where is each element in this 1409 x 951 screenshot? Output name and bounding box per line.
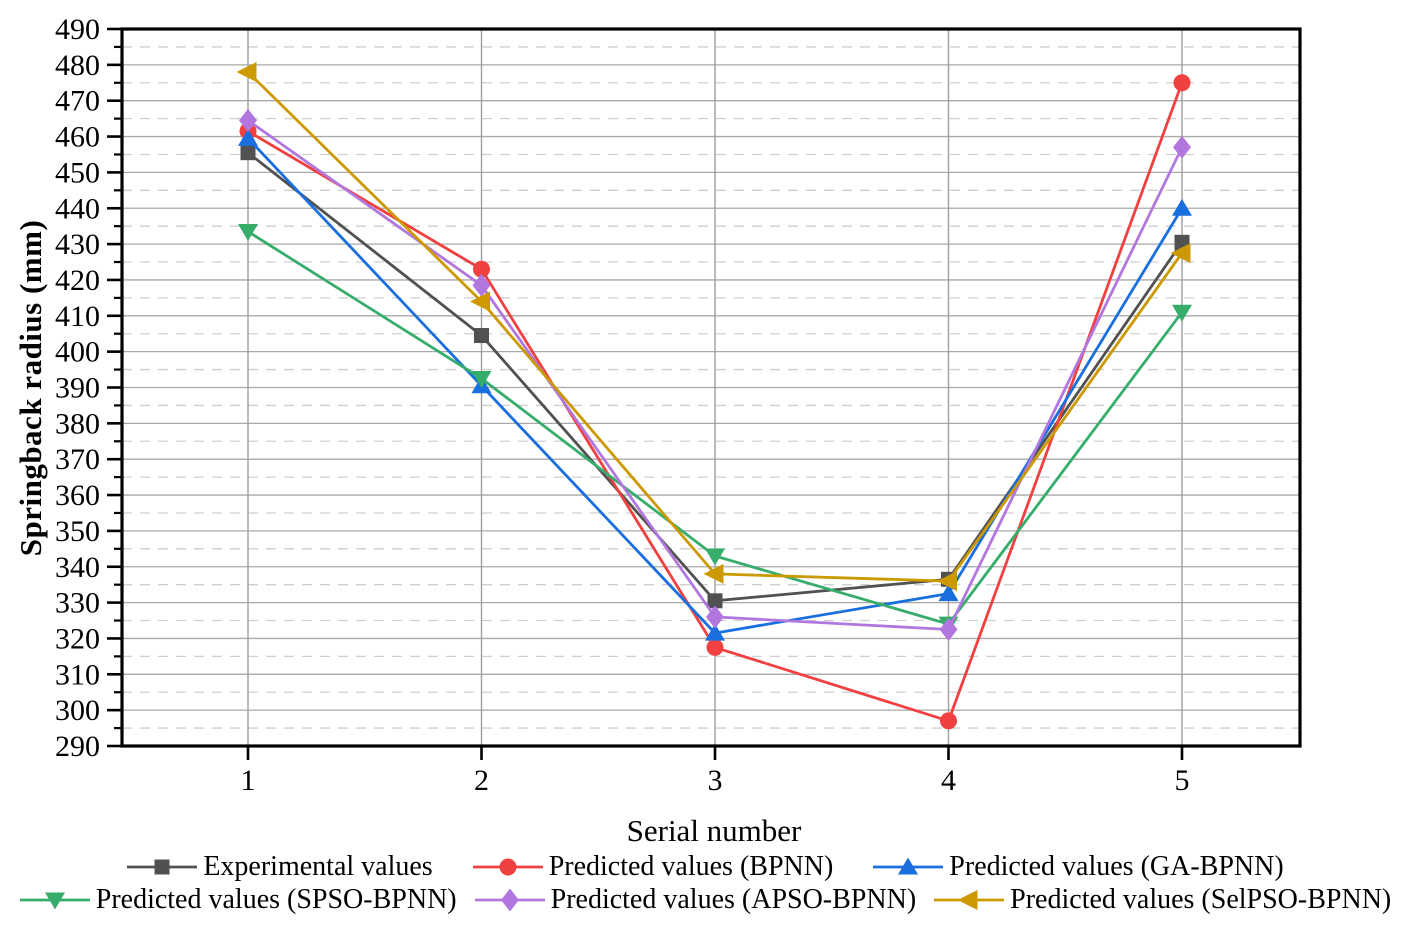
legend-square-marker-icon bbox=[127, 859, 198, 875]
series-marker-triangle-up bbox=[898, 857, 919, 875]
series-marker-triangle-up bbox=[938, 584, 959, 602]
series-marker-triangle-left bbox=[703, 563, 724, 584]
series-marker-diamond bbox=[239, 108, 257, 132]
legend-triangle-left-marker-icon bbox=[934, 890, 1005, 910]
y-tick-label: 490 bbox=[55, 13, 100, 46]
series-marker-diamond bbox=[706, 605, 724, 629]
x-tick-label: 1 bbox=[241, 764, 256, 797]
y-tick-label: 470 bbox=[55, 85, 100, 118]
series-marker-circle bbox=[1173, 74, 1191, 92]
legend-row-1: Experimental values Predicted values (BP… bbox=[125, 851, 1284, 883]
y-tick-label: 360 bbox=[55, 479, 100, 512]
y-tick-label: 390 bbox=[55, 372, 100, 405]
series-marker-diamond bbox=[472, 273, 491, 297]
series-marker-circle bbox=[473, 260, 490, 278]
y-tick-label: 440 bbox=[55, 192, 100, 225]
series-marker-triangle-up bbox=[705, 623, 725, 641]
legend-circle-marker-icon bbox=[472, 858, 543, 876]
legend-diamond-marker-icon bbox=[474, 888, 545, 912]
series-marker-triangle-down bbox=[471, 371, 492, 389]
y-tick-label: 400 bbox=[55, 336, 100, 369]
legend-item-spso-bpnn: Predicted values (SPSO-BPNN) bbox=[18, 884, 457, 916]
legend-label-experimental: Experimental values bbox=[203, 851, 433, 882]
legend-label-selpso-bpnn: Predicted values (SelPSO-BPNN) bbox=[1010, 884, 1392, 915]
legend-item-selpso-bpnn: Predicted values (SelPSO-BPNN) bbox=[932, 884, 1391, 916]
series-marker-triangle-left bbox=[1170, 243, 1191, 264]
y-tick-label: 300 bbox=[55, 694, 100, 727]
series-marker-triangle-up bbox=[238, 128, 258, 146]
x-tick-label: 4 bbox=[941, 764, 956, 797]
y-tick-label: 420 bbox=[55, 264, 100, 297]
y-tick-label: 410 bbox=[55, 300, 100, 333]
y-tick-label: 460 bbox=[55, 121, 100, 154]
series-marker-square bbox=[707, 593, 723, 609]
series-marker-triangle-down bbox=[44, 892, 65, 910]
y-tick-label: 320 bbox=[55, 622, 100, 655]
legend-row-2: Predicted values (SPSO-BPNN) Predicted v… bbox=[18, 884, 1391, 916]
y-tick-label: 350 bbox=[55, 515, 100, 548]
y-tick-label: 340 bbox=[55, 551, 100, 584]
series-predicted-values-spso-bpnn- bbox=[238, 224, 1192, 634]
y-axis-title: Springback radius (mm) bbox=[13, 219, 48, 557]
series-marker-triangle-down bbox=[238, 224, 258, 242]
plot-border bbox=[120, 27, 1302, 748]
legend-label-spso-bpnn: Predicted values (SPSO-BPNN) bbox=[95, 884, 457, 915]
y-tick-label: 370 bbox=[55, 443, 100, 476]
series-marker-diamond bbox=[500, 888, 519, 912]
legend-label-bpnn: Predicted values (BPNN) bbox=[548, 851, 834, 882]
legend-label-ga-bpnn: Predicted values (GA-BPNN) bbox=[949, 851, 1284, 882]
legend-triangle-up-marker-icon bbox=[873, 857, 944, 875]
x-axis-title: Serial number bbox=[626, 813, 802, 848]
series-marker-square bbox=[154, 859, 170, 875]
x-tick-label: 5 bbox=[1175, 764, 1190, 797]
series-predicted-values-apso-bpnn- bbox=[239, 108, 1191, 641]
series-marker-triangle-down bbox=[1172, 304, 1192, 322]
chart-legend: Experimental values Predicted values (BP… bbox=[0, 851, 1409, 916]
series-marker-square bbox=[474, 328, 489, 344]
series-marker-diamond bbox=[939, 617, 958, 641]
legend-item-experimental: Experimental values bbox=[125, 851, 433, 883]
series-marker-triangle-down bbox=[705, 548, 725, 566]
y-tick-label: 450 bbox=[55, 156, 100, 189]
series-marker-triangle-left bbox=[937, 571, 957, 592]
series-marker-square bbox=[240, 145, 256, 161]
y-tick-label: 380 bbox=[55, 407, 100, 440]
series-marker-triangle-left bbox=[957, 890, 978, 910]
y-tick-label: 480 bbox=[55, 49, 100, 82]
y-tick-label: 310 bbox=[55, 658, 100, 691]
x-tick-label: 2 bbox=[474, 764, 489, 797]
legend-item-bpnn: Predicted values (BPNN) bbox=[471, 851, 834, 883]
series-marker-triangle-left bbox=[236, 62, 257, 83]
legend-triangle-down-marker-icon bbox=[19, 892, 90, 910]
series-marker-circle bbox=[706, 638, 724, 656]
series-marker-diamond bbox=[1173, 135, 1191, 159]
series-marker-circle bbox=[499, 858, 517, 876]
series-predicted-values-selpso-bpnn- bbox=[236, 62, 1191, 592]
y-tick-label: 290 bbox=[55, 730, 100, 763]
y-tick-label: 430 bbox=[55, 228, 100, 261]
legend-item-ga-bpnn: Predicted values (GA-BPNN) bbox=[871, 851, 1284, 883]
series-predicted-values-ga-bpnn- bbox=[238, 128, 1192, 641]
x-tick-label: 3 bbox=[708, 764, 723, 797]
legend-label-apso-bpnn: Predicted values (APSO-BPNN) bbox=[550, 884, 917, 915]
series-marker-triangle-left bbox=[470, 291, 490, 312]
y-tick-label: 330 bbox=[55, 587, 100, 620]
series-marker-triangle-up bbox=[1172, 198, 1192, 216]
legend-item-apso-bpnn: Predicted values (APSO-BPNN) bbox=[473, 884, 917, 916]
series-marker-circle bbox=[940, 712, 957, 730]
